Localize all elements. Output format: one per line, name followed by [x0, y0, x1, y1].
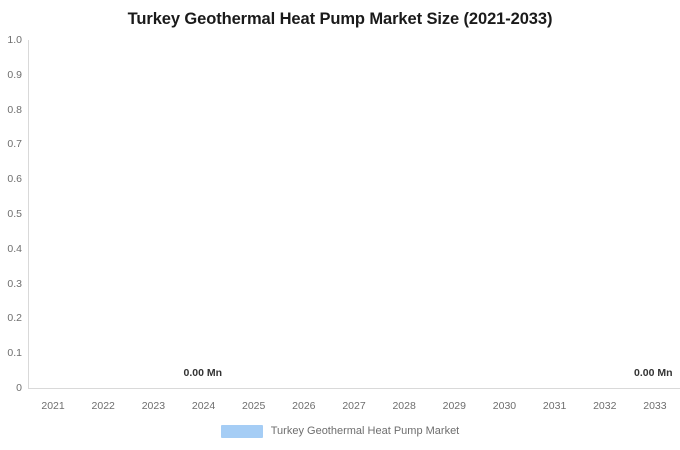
x-axis-tick-labels: 2021 2022 2023 2024 2025 2026 2027 2028 2029 2030… — [28, 398, 680, 416]
x-axis-tick: 2028 — [392, 400, 416, 412]
y-axis-tick: 0 — [16, 381, 22, 394]
y-axis-tick-labels: 1.0 0.9 0.8 0.7 0.6 0.5 0.4 0.3 0.2 0.1 0 — [0, 35, 22, 393]
x-axis-tick: 2030 — [492, 400, 517, 412]
x-axis-tick: 2022 — [91, 400, 115, 412]
chart-legend: Turkey Geothermal Heat Pump Market — [0, 425, 680, 438]
y-axis-line — [28, 40, 29, 388]
x-axis-tick: 2021 — [41, 400, 65, 412]
legend-item[interactable]: Turkey Geothermal Heat Pump Market — [220, 425, 460, 438]
x-axis-tick: 2029 — [442, 400, 466, 412]
y-axis-tick: 0.1 — [7, 346, 22, 359]
chart-title: Turkey Geothermal Heat Pump Market Size … — [127, 10, 553, 28]
x-axis-tick: 2023 — [141, 400, 166, 412]
y-axis-tick: 0.8 — [7, 103, 22, 116]
legend-item-label: Turkey Geothermal Heat Pump Market — [270, 425, 460, 437]
x-axis-tick: 2027 — [342, 400, 366, 412]
x-axis-line — [28, 388, 680, 389]
y-axis-tick: 0.6 — [7, 172, 22, 185]
x-axis-tick: 2033 — [643, 400, 667, 412]
y-axis-tick: 1.0 — [7, 33, 22, 46]
y-axis-tick: 0.3 — [7, 277, 22, 290]
x-axis-tick: 2031 — [542, 400, 567, 412]
plot-area — [28, 40, 680, 388]
y-axis-tick: 0.9 — [7, 68, 22, 81]
y-axis-tick: 0.4 — [7, 242, 22, 255]
y-axis-tick: 0.5 — [7, 207, 22, 220]
legend-color-swatch — [220, 425, 263, 438]
x-axis-tick: 2025 — [242, 400, 266, 412]
y-axis-tick: 0.7 — [7, 138, 22, 151]
x-axis-tick: 2032 — [593, 400, 617, 412]
y-axis-tick: 0.2 — [7, 312, 22, 325]
x-axis-tick: 2024 — [191, 400, 216, 412]
x-axis-tick: 2026 — [292, 400, 316, 412]
